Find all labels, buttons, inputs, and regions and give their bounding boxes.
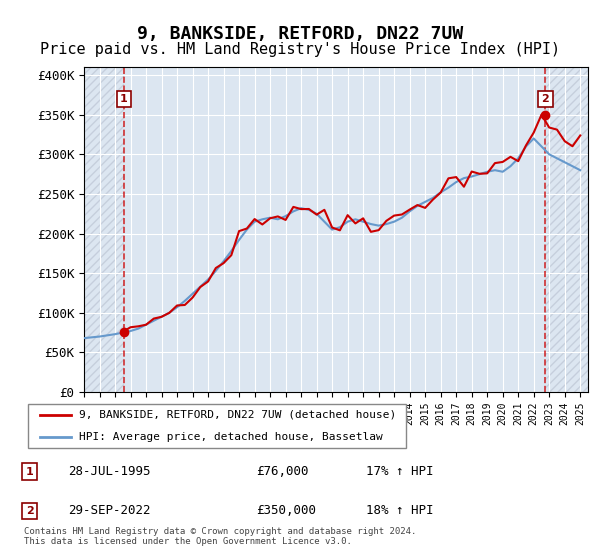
Text: 18% ↑ HPI: 18% ↑ HPI bbox=[366, 505, 434, 517]
Text: 1: 1 bbox=[26, 467, 34, 477]
Text: Price paid vs. HM Land Registry's House Price Index (HPI): Price paid vs. HM Land Registry's House … bbox=[40, 42, 560, 57]
Text: £350,000: £350,000 bbox=[256, 505, 316, 517]
Text: 2: 2 bbox=[26, 506, 34, 516]
Text: 17% ↑ HPI: 17% ↑ HPI bbox=[366, 465, 434, 478]
Text: 29-SEP-2022: 29-SEP-2022 bbox=[68, 505, 151, 517]
Text: 1: 1 bbox=[120, 94, 128, 104]
FancyBboxPatch shape bbox=[28, 404, 406, 448]
Text: Contains HM Land Registry data © Crown copyright and database right 2024.
This d: Contains HM Land Registry data © Crown c… bbox=[24, 526, 416, 546]
Text: 28-JUL-1995: 28-JUL-1995 bbox=[68, 465, 151, 478]
Text: 2: 2 bbox=[541, 94, 549, 104]
Text: 9, BANKSIDE, RETFORD, DN22 7UW (detached house): 9, BANKSIDE, RETFORD, DN22 7UW (detached… bbox=[79, 409, 396, 419]
Text: HPI: Average price, detached house, Bassetlaw: HPI: Average price, detached house, Bass… bbox=[79, 432, 382, 442]
Text: £76,000: £76,000 bbox=[256, 465, 308, 478]
Text: 9, BANKSIDE, RETFORD, DN22 7UW: 9, BANKSIDE, RETFORD, DN22 7UW bbox=[137, 25, 463, 43]
